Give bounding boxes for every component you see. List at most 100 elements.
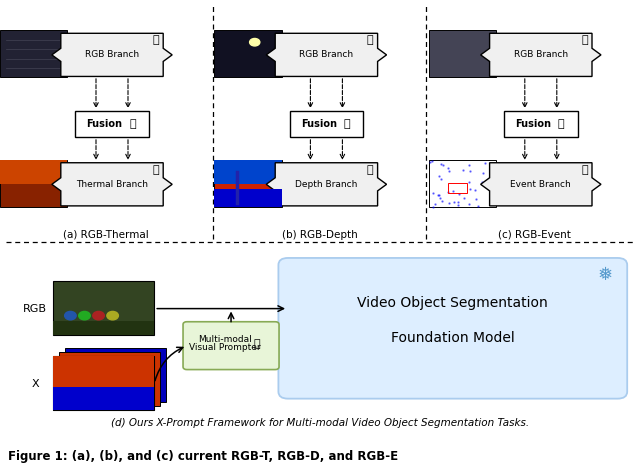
Text: Thermal Branch: Thermal Branch (76, 180, 148, 189)
Point (444, 188, 454, 196)
Text: (d) Ours X-Prompt Framework for Multi-modal Video Object Segmentation Tasks.: (d) Ours X-Prompt Framework for Multi-mo… (111, 418, 529, 428)
Point (444, 167, 454, 175)
Text: Figure 1: (a), (b), and (c) current RGB-T, RGB-D, and RGB-E: Figure 1: (a), (b), and (c) current RGB-… (8, 450, 398, 463)
FancyBboxPatch shape (290, 112, 364, 137)
FancyBboxPatch shape (0, 160, 67, 207)
Text: 🔥: 🔥 (367, 35, 373, 45)
Point (464, 161, 474, 168)
Text: 🔥: 🔥 (581, 35, 588, 45)
Point (436, 175, 446, 183)
Polygon shape (52, 33, 172, 76)
FancyBboxPatch shape (53, 356, 154, 410)
Point (488, 165, 498, 173)
FancyBboxPatch shape (278, 258, 627, 399)
Point (434, 173, 444, 180)
Point (478, 169, 488, 177)
Text: 🔥: 🔥 (152, 35, 159, 45)
Point (435, 194, 445, 202)
Point (464, 178, 474, 185)
FancyBboxPatch shape (53, 387, 154, 410)
Point (449, 198, 459, 205)
Text: (c) RGB-Event: (c) RGB-Event (498, 229, 571, 240)
Text: Foundation Model: Foundation Model (391, 331, 515, 345)
FancyBboxPatch shape (214, 30, 282, 77)
FancyBboxPatch shape (183, 322, 279, 370)
Text: Visual Prompter: Visual Prompter (189, 343, 260, 353)
FancyBboxPatch shape (76, 112, 149, 137)
Polygon shape (266, 163, 387, 206)
Point (458, 166, 468, 174)
Point (453, 198, 463, 205)
FancyBboxPatch shape (504, 112, 578, 137)
Point (471, 195, 481, 203)
Point (463, 200, 474, 208)
Point (436, 160, 446, 168)
Text: Fusion: Fusion (86, 119, 122, 129)
Text: Event Branch: Event Branch (511, 180, 571, 189)
Polygon shape (52, 163, 172, 206)
FancyBboxPatch shape (214, 160, 282, 207)
Point (433, 191, 444, 198)
Text: Depth Branch: Depth Branch (295, 180, 358, 189)
Circle shape (250, 38, 260, 46)
Text: ❅: ❅ (597, 266, 612, 284)
Point (430, 200, 440, 208)
Point (476, 178, 486, 186)
Text: Video Object Segmentation: Video Object Segmentation (357, 295, 548, 310)
Circle shape (79, 311, 90, 320)
Text: (a) RGB-Thermal: (a) RGB-Thermal (63, 229, 148, 240)
Text: Multi-modal: Multi-modal (198, 334, 252, 344)
Point (448, 187, 458, 194)
Point (452, 201, 463, 209)
Text: RGB Branch: RGB Branch (514, 50, 568, 60)
Text: Fusion: Fusion (515, 119, 551, 129)
Text: 🔥: 🔥 (152, 165, 159, 175)
Circle shape (93, 311, 104, 320)
Text: 🔥: 🔥 (129, 119, 136, 129)
Point (428, 203, 438, 211)
Point (459, 194, 469, 202)
Text: RGB: RGB (23, 303, 47, 314)
Point (465, 167, 475, 175)
FancyBboxPatch shape (214, 189, 282, 207)
Point (444, 165, 454, 172)
Point (473, 202, 483, 210)
FancyBboxPatch shape (429, 160, 496, 207)
Text: RGB Branch: RGB Branch (300, 50, 353, 60)
FancyBboxPatch shape (53, 281, 154, 335)
Text: 🔥: 🔥 (367, 165, 373, 175)
Circle shape (65, 311, 76, 320)
Text: 🔥: 🔥 (253, 339, 260, 349)
Polygon shape (266, 33, 387, 76)
FancyBboxPatch shape (53, 356, 154, 410)
Point (438, 162, 448, 169)
Polygon shape (481, 33, 601, 76)
Point (428, 189, 438, 197)
FancyBboxPatch shape (429, 30, 496, 77)
Text: 🔥: 🔥 (344, 119, 350, 129)
Text: 🔥: 🔥 (581, 165, 588, 175)
Text: X: X (31, 378, 39, 389)
Point (427, 157, 437, 165)
FancyBboxPatch shape (214, 160, 282, 184)
Text: 🔥: 🔥 (558, 119, 564, 129)
FancyBboxPatch shape (53, 356, 154, 387)
Point (437, 197, 447, 204)
Polygon shape (481, 163, 601, 206)
Point (465, 185, 475, 193)
Point (488, 180, 498, 188)
FancyBboxPatch shape (59, 352, 160, 406)
Point (479, 159, 490, 167)
Circle shape (107, 311, 118, 320)
Point (454, 190, 465, 198)
FancyBboxPatch shape (53, 321, 154, 335)
Point (488, 170, 499, 178)
Point (444, 199, 454, 207)
Text: (b) RGB-Depth: (b) RGB-Depth (282, 229, 358, 240)
Text: Fusion: Fusion (301, 119, 337, 129)
Point (489, 167, 499, 174)
Point (482, 179, 492, 187)
Point (434, 191, 444, 199)
Point (425, 158, 435, 166)
Text: RGB Branch: RGB Branch (85, 50, 139, 60)
